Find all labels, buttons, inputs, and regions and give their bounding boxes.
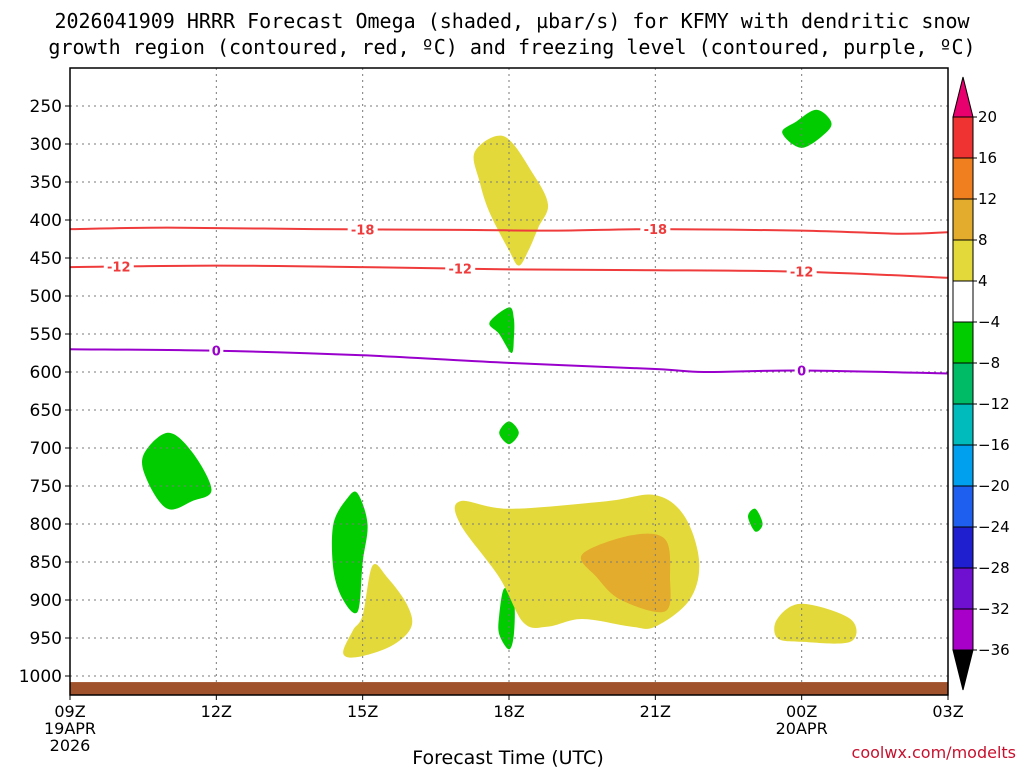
- omega-region-green-680hpa: [499, 421, 519, 445]
- colorbar-label: −24: [978, 518, 1010, 536]
- contour-label-bg: [794, 362, 809, 379]
- omega-colorbar: 20 16 12 8 4 −4 −8 −12 −16 −20 −24 −28 −32 −36: [952, 76, 1010, 691]
- omega-region-green-820hpa: [331, 491, 368, 614]
- contour-label-bg: [445, 260, 476, 277]
- colorbar-swatch: [952, 362, 974, 405]
- colorbar-label: 20: [978, 108, 997, 126]
- contour-label-dgz-minus12: -12: [790, 266, 814, 281]
- colorbar-swatch: [952, 280, 974, 323]
- y-tick-label: 450: [30, 249, 62, 269]
- y-tick-label: 950: [30, 629, 62, 649]
- chart-title-line1: 2026041909 HRRR Forecast Omega (shaded, …: [54, 9, 970, 33]
- omega-region-yellow-360hpa: [473, 135, 549, 266]
- colorbar-label: 12: [978, 190, 997, 208]
- omega-region-yellow-905hpa: [343, 563, 413, 658]
- colorbar-swatch: [952, 567, 974, 610]
- colorbar-bottom-arrow: [952, 649, 974, 691]
- contour-label-bg: [347, 221, 378, 238]
- colorbar-swatch: [952, 485, 974, 528]
- colorbar-swatch: [952, 116, 974, 159]
- colorbar-label: −28: [978, 559, 1010, 577]
- contour-label-bg: [640, 221, 671, 238]
- x-axis-label: Forecast Time (UTC): [412, 747, 603, 768]
- contour-label-dgz-minus18: -18: [644, 223, 668, 238]
- contour-label-dgz-minus18: -18: [351, 223, 375, 238]
- chart-title-line2: growth region (contoured, red, ºC) and f…: [48, 35, 975, 59]
- colorbar-swatch: [952, 403, 974, 446]
- y-tick-label: 350: [30, 173, 62, 193]
- credit-link[interactable]: coolwx.com/modelts: [852, 743, 1016, 762]
- contour-dgz-minus18: [70, 226, 948, 235]
- omega-region-orange-855hpa: [580, 533, 671, 613]
- omega-region-green-725hpa: [141, 432, 212, 510]
- colorbar-label: −4: [978, 313, 1000, 331]
- colorbar-label: −8: [978, 354, 1000, 372]
- x-tick-label: 09Z: [54, 702, 85, 721]
- colorbar-label: −20: [978, 477, 1010, 495]
- colorbar-label: −12: [978, 395, 1010, 413]
- contour-label-bg: [786, 263, 817, 280]
- pressure-axis: 250 300 350 400 450 500 550 600 650 700 750 800 850 9…: [19, 97, 70, 687]
- x-tick-label: 18Z: [493, 702, 524, 721]
- y-tick-label: 600: [30, 363, 62, 383]
- y-tick-label: 800: [30, 515, 62, 535]
- contour-label-freezing-level: 0: [797, 364, 806, 379]
- contour-label-dgz-minus12: -12: [448, 263, 472, 278]
- colorbar-swatch: [952, 608, 974, 651]
- colorbar-swatch: [952, 239, 974, 282]
- omega-region-yellow-935hpa: [774, 603, 857, 644]
- x-tick-label: 03Z: [932, 702, 963, 721]
- colorbar-label: −16: [978, 436, 1010, 454]
- y-tick-label: 750: [30, 477, 62, 497]
- surface-ground-band: [70, 682, 948, 695]
- colorbar-swatch: [952, 157, 974, 200]
- x-tick-label: 12Z: [201, 702, 232, 721]
- colorbar-label: −36: [978, 641, 1010, 659]
- omega-region-green-540hpa: [489, 307, 515, 354]
- y-tick-label: 650: [30, 401, 62, 421]
- colorbar-swatch: [952, 321, 974, 364]
- colorbar-top-arrow: [952, 76, 974, 118]
- y-tick-label: 700: [30, 439, 62, 459]
- contour-label-bg: [103, 258, 134, 275]
- omega-region-green-920hpa: [498, 588, 515, 650]
- x-tick-label: 21Z: [640, 702, 671, 721]
- colorbar-swatch: [952, 198, 974, 241]
- y-tick-label: 300: [30, 135, 62, 155]
- contour-label-freezing-level: 0: [212, 345, 221, 360]
- colorbar-label: 16: [978, 149, 997, 167]
- omega-region-green-795hpa: [748, 508, 763, 532]
- y-tick-label: 1000: [19, 667, 62, 687]
- plot-area: -18 -18 -12 -12 -12 0 0: [69, 67, 949, 696]
- y-tick-label: 850: [30, 553, 62, 573]
- y-tick-label: 250: [30, 97, 62, 117]
- y-tick-label: 400: [30, 211, 62, 231]
- contour-label-bg: [209, 342, 224, 359]
- colorbar-label: −32: [978, 600, 1010, 618]
- colorbar-label: 4: [978, 272, 988, 290]
- x-tick-year: 2026: [50, 736, 91, 755]
- y-tick-label: 550: [30, 325, 62, 345]
- x-tick-label: 00Z: [786, 702, 817, 721]
- x-tick-label: 15Z: [347, 702, 378, 721]
- colorbar-label: 8: [978, 231, 988, 249]
- y-tick-label: 500: [30, 287, 62, 307]
- omega-region-green-260hpa: [782, 109, 832, 148]
- colorbar-swatch: [952, 526, 974, 569]
- y-tick-label: 900: [30, 591, 62, 611]
- x-tick-date: 20APR: [776, 719, 828, 738]
- contour-label-dgz-minus12: -12: [107, 261, 131, 276]
- x-tick-date: 19APR: [44, 719, 96, 738]
- colorbar-swatch: [952, 444, 974, 487]
